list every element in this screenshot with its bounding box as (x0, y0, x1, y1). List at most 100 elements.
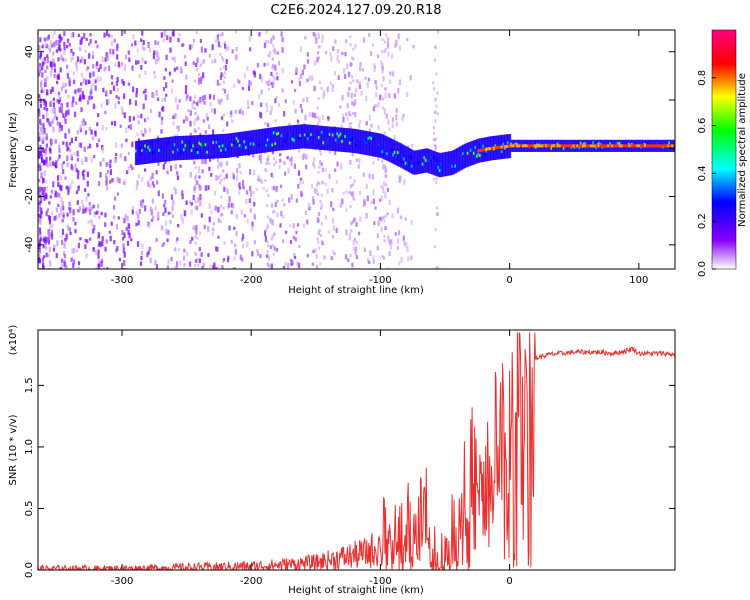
spectrogram-noise-cell (337, 75, 340, 81)
spectrogram-noise-cell (204, 161, 208, 165)
spectrogram-noise-cell (98, 259, 101, 264)
spectrogram-noise-cell (38, 252, 41, 258)
spectrogram-noise-cell (43, 98, 46, 103)
spectrogram-noise-cell (257, 175, 260, 181)
spectrogram-noise-cell (232, 83, 236, 88)
spectrogram-noise-cell (372, 106, 376, 112)
spectrogram-noise-cell (56, 175, 60, 181)
spectrogram-ridge-cell (485, 149, 489, 153)
spectrogram-noise-cell (44, 148, 47, 154)
spectrogram-ridge-cell (237, 139, 241, 143)
spectrogram-noise-cell (55, 163, 58, 169)
spectrogram-noise-cell (210, 108, 213, 113)
spectrogram-streak-cell (222, 129, 225, 133)
spectrogram-ridge-cell (589, 142, 593, 146)
spectrogram-ridge-band (153, 138, 157, 163)
spectrogram-streak-cell (273, 163, 276, 167)
spectrogram-noise-cell (88, 206, 92, 211)
spectrogram-noise-cell (281, 88, 284, 93)
spectrogram-noise-cell (123, 112, 126, 119)
spectrogram-noise-cell (217, 175, 220, 180)
spectrogram-noise-cell (290, 194, 293, 200)
spectrogram-noise-cell (60, 36, 63, 41)
spectrogram-noise-cell (157, 190, 160, 197)
spectrogram-streak-cell (316, 237, 319, 241)
spectrogram-noise-cell (141, 202, 144, 209)
spectrogram-core-cell (516, 144, 519, 148)
spectrogram-noise-cell (221, 265, 224, 269)
spectrogram-streak-cell (266, 109, 269, 113)
spectrogram-noise-cell (51, 108, 55, 114)
spectrogram-noise-cell (203, 100, 206, 105)
spectrogram-noise-cell (311, 262, 314, 266)
spectrogram-noise-cell (196, 57, 199, 64)
spectrogram-ridge-cell (421, 162, 425, 166)
spectrogram-noise-cell (39, 219, 42, 225)
spectrogram-noise-cell (398, 261, 401, 266)
spectrogram-noise-cell (172, 30, 175, 37)
spectrogram-noise-cell (217, 206, 220, 213)
spectrogram-noise-cell (130, 238, 133, 242)
spectrogram-noise-cell (154, 206, 157, 211)
spectrogram-noise-cell (67, 128, 71, 134)
spectrogram-ridge-cell (370, 137, 374, 141)
spectrogram-noise-cell (293, 163, 297, 169)
spectrogram-noise-cell (406, 38, 409, 42)
spectrogram-noise-cell (75, 101, 78, 105)
spectrogram-core-cell (634, 144, 637, 148)
spectrogram-streak-cell (348, 87, 351, 91)
spectrogram-noise-cell (156, 40, 160, 46)
spectrogram-noise-cell (179, 260, 182, 266)
spectrogram-noise-cell (175, 267, 178, 269)
spectrogram-noise-cell (173, 56, 176, 63)
spectrogram-noise-cell (395, 121, 398, 127)
spectrogram-ridge-band (412, 150, 416, 175)
spectrogram-streak-cell (219, 173, 222, 177)
spectrogram-ridge-cell (272, 131, 276, 135)
spectrogram-x-tick-label: -100 (369, 275, 392, 286)
spectrogram-noise-cell (198, 258, 201, 264)
spectrogram-noise-cell (39, 165, 42, 171)
spectrogram-noise-cell (329, 52, 332, 57)
spectrogram-noise-cell (61, 219, 64, 223)
spectrogram-noise-cell (123, 251, 126, 258)
spectrogram-noise-cell (82, 209, 85, 214)
spectrogram-noise-cell (239, 170, 242, 175)
spectrogram-noise-cell (260, 76, 264, 83)
spectrogram-noise-cell (44, 82, 47, 87)
spectrogram-streak-cell (381, 37, 384, 41)
spectrogram-noise-cell (365, 121, 368, 126)
spectrogram-noise-cell (72, 217, 75, 222)
spectrogram-ridge-cell (235, 136, 239, 140)
spectrogram-noise-cell (301, 154, 305, 160)
spectrogram-noise-cell (322, 90, 325, 95)
spectrogram-ridge-band (241, 131, 245, 156)
spectrogram-ridge-cell (440, 162, 444, 166)
spectrogram-noise-cell (64, 118, 67, 124)
spectrogram-noise-cell (85, 252, 88, 259)
spectrogram-noise-cell (107, 99, 110, 104)
spectrogram-ridge-cell (393, 150, 397, 154)
spectrogram-ridge-band (134, 141, 138, 166)
spectrogram-streak-cell (197, 99, 200, 103)
spectrogram-noise-cell (228, 196, 231, 203)
spectrogram-noise-cell (177, 125, 180, 132)
spectrogram-noise-cell (39, 67, 42, 73)
spectrogram-noise-cell (207, 185, 210, 190)
spectrogram-noise-cell (231, 49, 234, 54)
spectrogram-noise-cell (251, 101, 254, 106)
spectrogram-noise-cell (129, 124, 133, 130)
spectrogram-streak-cell (435, 266, 438, 269)
spectrogram-noise-cell (51, 35, 54, 39)
spectrogram-noise-cell (81, 200, 84, 205)
spectrogram-streak-cell (316, 192, 319, 196)
spectrogram-noise-cell (58, 127, 61, 133)
spectrogram-noise-cell (208, 216, 211, 223)
spectrogram-noise-cell (54, 139, 57, 144)
spectrogram-ridge-band (182, 135, 186, 160)
spectrogram-noise-cell (63, 116, 67, 121)
spectrogram-noise-cell (43, 37, 46, 42)
spectrogram-noise-cell (88, 95, 91, 101)
spectrogram-noise-cell (372, 189, 375, 196)
spectrogram-noise-cell (288, 197, 291, 203)
